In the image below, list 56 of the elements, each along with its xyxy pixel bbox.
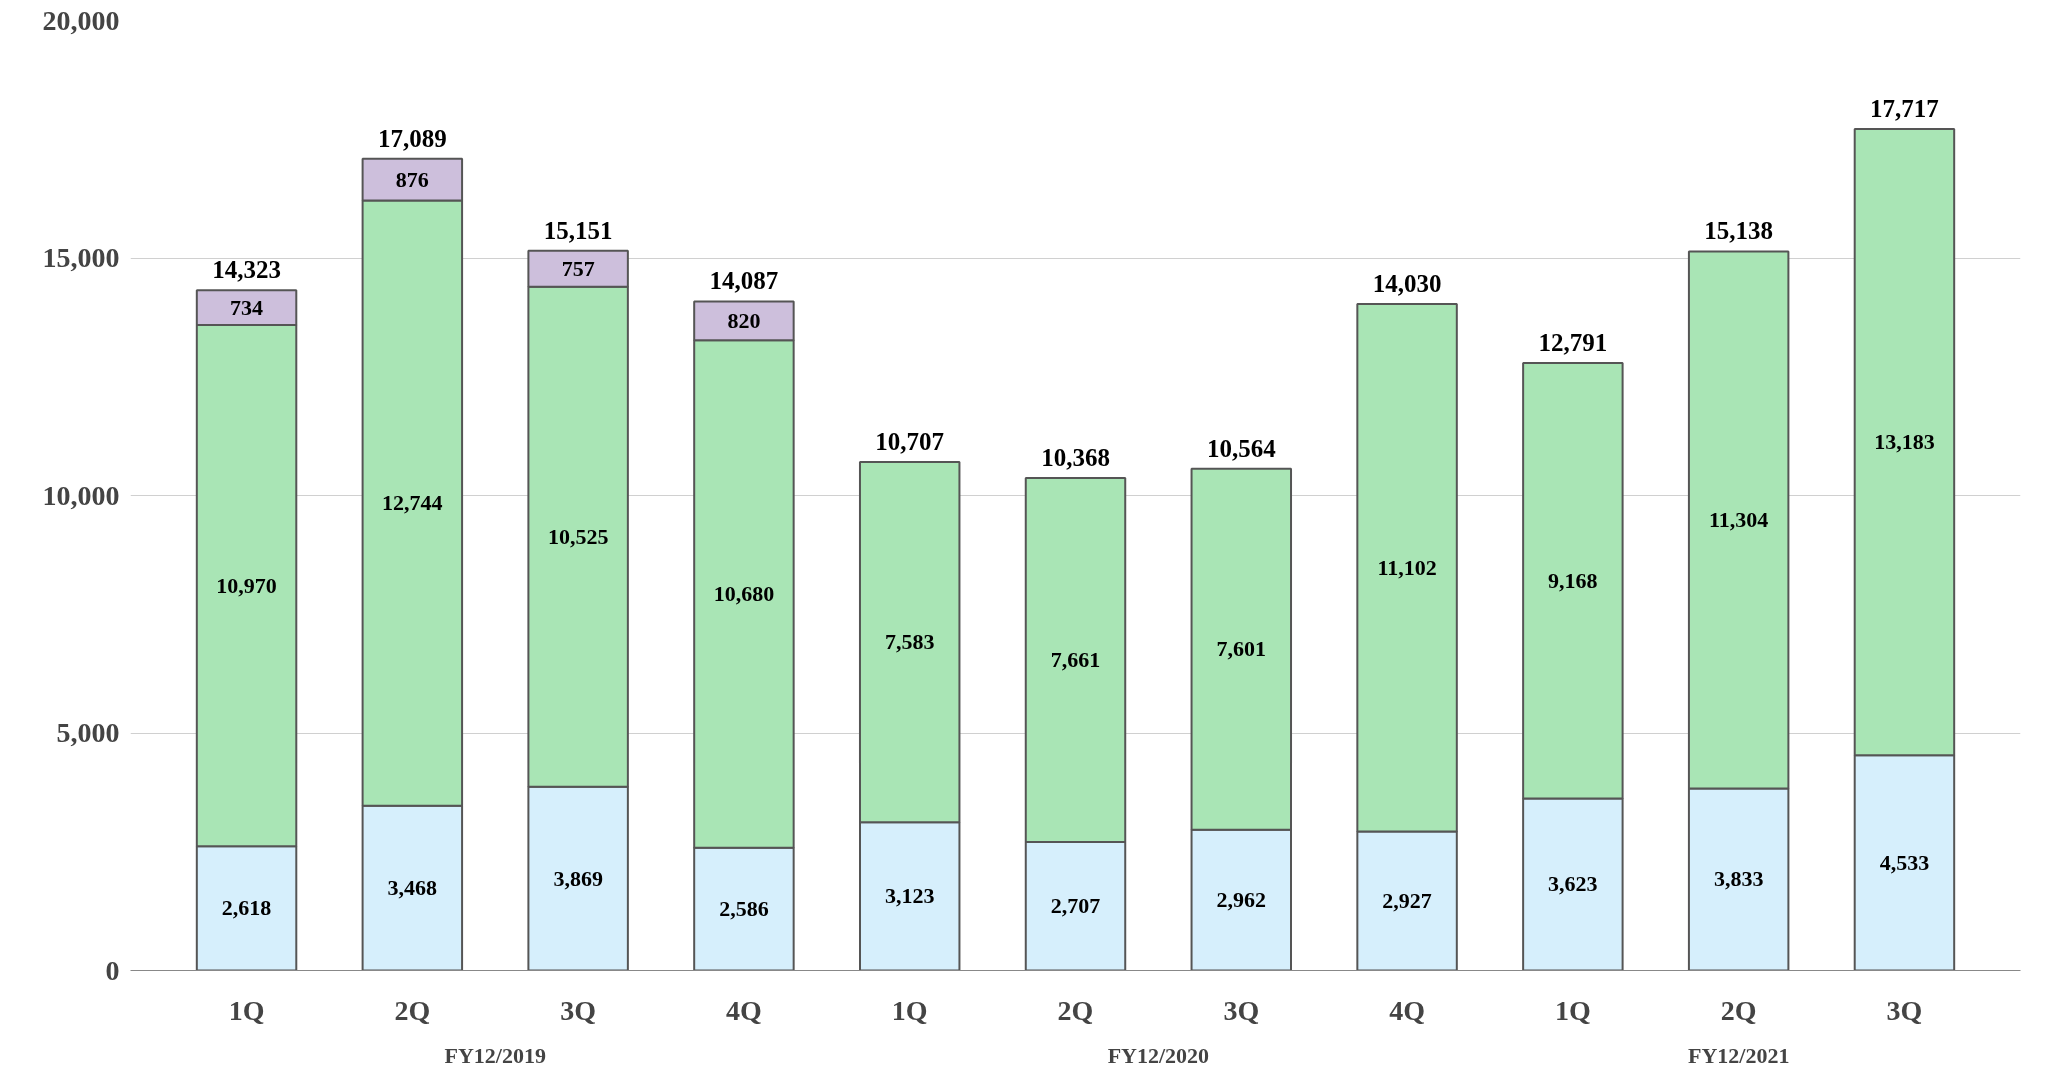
data-label: 2,707 [1050, 893, 1101, 919]
data-label: 7,601 [1216, 636, 1267, 662]
x-tick-label: 4Q [726, 994, 762, 1026]
data-label: 10,680 [713, 581, 775, 607]
text: FY12/2019 [444, 1042, 546, 1068]
y-tick-label: 10,000 [42, 479, 120, 511]
x-tick-label: 1Q [1554, 994, 1591, 1026]
x-tick-label: 3Q [1223, 994, 1260, 1026]
text: FY12/2021 [1687, 1042, 1790, 1068]
x-tick-label: 2Q [1720, 994, 1757, 1026]
total-label: 10,707 [875, 427, 945, 455]
x-tick-label: 2Q [1057, 994, 1094, 1026]
data-label: 2,618 [221, 895, 272, 921]
total-label: 14,030 [1372, 270, 1442, 298]
data-label: 7,583 [884, 629, 935, 655]
total-label: 10,368 [1041, 444, 1110, 472]
data-label: 3,468 [387, 875, 438, 901]
x-tick-label: 3Q [1886, 994, 1923, 1026]
data-label: 9,168 [1548, 567, 1598, 593]
x-tick-label: 2Q [394, 994, 431, 1026]
total-label: 10,564 [1206, 434, 1277, 462]
total-label: 14,323 [212, 256, 281, 284]
data-label: 3,623 [1548, 871, 1598, 897]
data-label: 2,586 [719, 896, 769, 922]
y-tick-label: 5,000 [56, 717, 120, 748]
data-label: 734 [230, 294, 264, 320]
data-label: 10,525 [547, 523, 609, 549]
data-label: 12,744 [382, 490, 443, 516]
x-tick-label: 4Q [1389, 994, 1425, 1026]
data-label: 7,661 [1050, 646, 1101, 672]
y-tick-label: 20,000 [42, 4, 120, 36]
y-tick-label: 0 [105, 954, 120, 986]
total-label: 15,138 [1704, 217, 1774, 245]
data-label: 3,123 [884, 883, 935, 909]
data-label: 820 [727, 307, 761, 333]
data-label: 3,833 [1713, 866, 1764, 892]
data-label: 11,304 [1709, 506, 1769, 532]
total-label: 15,151 [543, 216, 613, 244]
data-label: 876 [395, 166, 429, 192]
total-label: 14,087 [709, 267, 779, 295]
text: FY12/2020 [1107, 1042, 1210, 1068]
x-tick-label: 1Q [228, 994, 265, 1026]
data-label: 13,183 [1874, 429, 1935, 455]
total-label: 12,791 [1538, 328, 1608, 356]
data-label: 10,970 [216, 572, 277, 598]
total-label: 17,089 [377, 124, 447, 152]
x-tick-label: 3Q [560, 994, 597, 1026]
data-label: 757 [561, 255, 595, 281]
data-label: 11,102 [1377, 554, 1437, 580]
data-label: 3,869 [553, 865, 603, 891]
y-tick-label: 15,000 [42, 242, 120, 273]
data-label: 4,533 [1879, 849, 1930, 875]
data-label: 2,962 [1216, 887, 1267, 913]
x-tick-label: 1Q [891, 994, 928, 1026]
data-label: 2,927 [1382, 887, 1432, 913]
total-label: 17,717 [1870, 94, 1939, 122]
